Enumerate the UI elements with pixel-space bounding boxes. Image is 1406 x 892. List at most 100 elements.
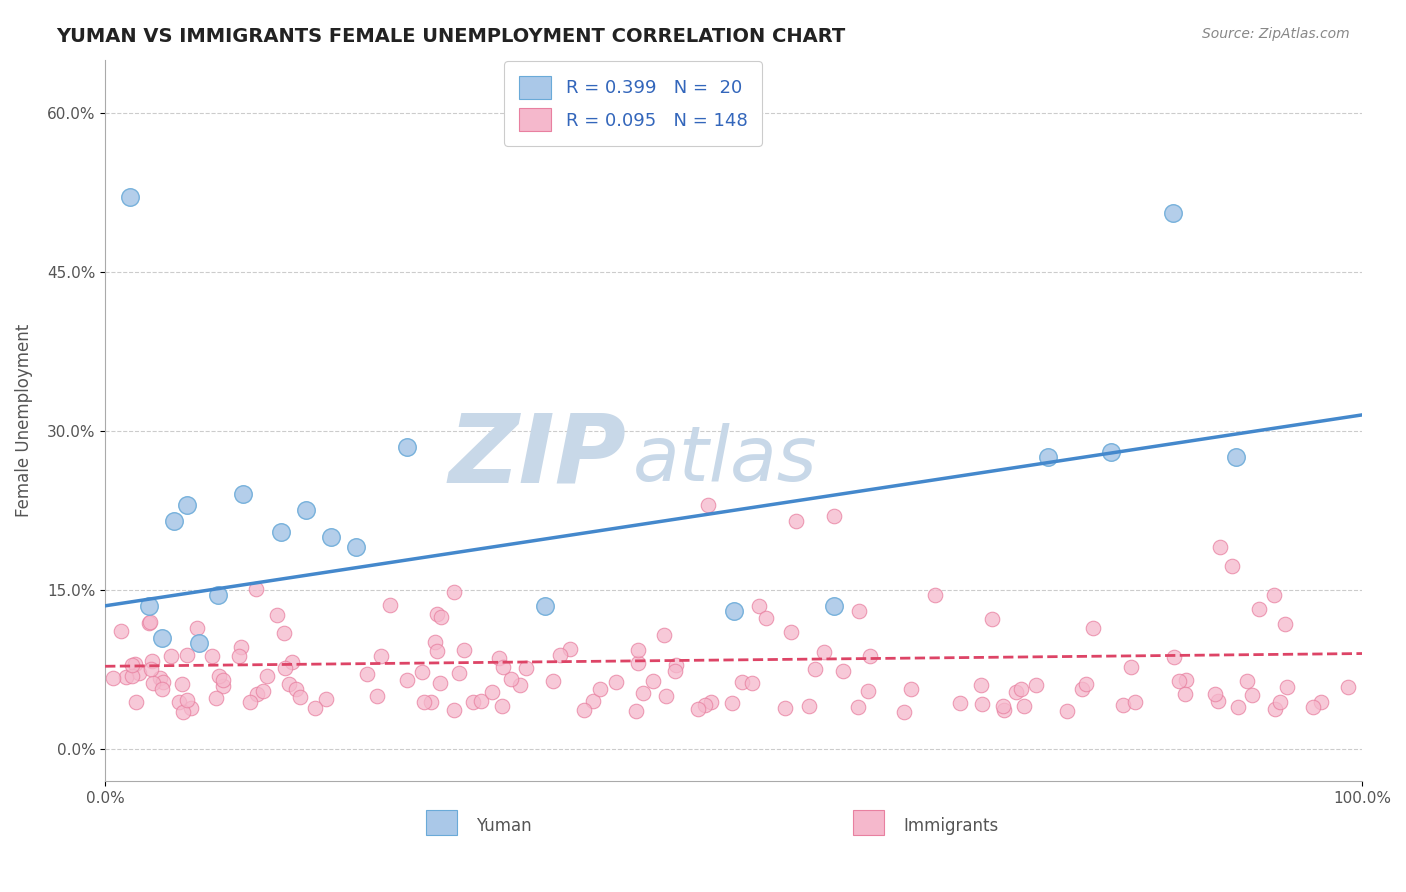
- Point: [980, 612, 1002, 626]
- Point: [1274, 616, 1296, 631]
- Point: [900, 682, 922, 697]
- Point: [138, 615, 160, 630]
- Point: [1175, 673, 1198, 687]
- Point: [605, 674, 627, 689]
- Point: [1163, 649, 1185, 664]
- Point: [167, 695, 190, 709]
- Point: [1204, 687, 1226, 701]
- Point: [149, 671, 172, 685]
- Point: [949, 697, 972, 711]
- Point: [813, 644, 835, 658]
- Point: [856, 683, 879, 698]
- Point: [1264, 702, 1286, 716]
- Point: [114, 670, 136, 684]
- Point: [582, 694, 605, 708]
- Point: [228, 648, 250, 663]
- Point: [515, 661, 537, 675]
- Point: [176, 692, 198, 706]
- Point: [972, 697, 994, 711]
- Point: [256, 669, 278, 683]
- Point: [991, 699, 1014, 714]
- Point: [1076, 677, 1098, 691]
- Point: [152, 674, 174, 689]
- Point: [624, 704, 647, 718]
- Point: [121, 658, 143, 673]
- Point: [204, 691, 226, 706]
- Point: [748, 599, 770, 613]
- Point: [1268, 695, 1291, 709]
- Point: [447, 665, 470, 680]
- FancyBboxPatch shape: [853, 810, 884, 835]
- Point: [1036, 450, 1059, 465]
- Point: [803, 662, 825, 676]
- Point: [823, 599, 845, 613]
- Point: [232, 487, 254, 501]
- Point: [201, 648, 224, 663]
- Point: [396, 673, 419, 687]
- Point: [652, 628, 675, 642]
- Text: Source: ZipAtlas.com: Source: ZipAtlas.com: [1202, 27, 1350, 41]
- Point: [846, 699, 869, 714]
- Point: [231, 640, 253, 655]
- Point: [775, 700, 797, 714]
- Point: [395, 440, 418, 454]
- Point: [859, 649, 882, 664]
- Point: [723, 604, 745, 618]
- Point: [643, 674, 665, 689]
- Point: [924, 588, 946, 602]
- Point: [426, 644, 449, 658]
- Point: [411, 665, 433, 679]
- Point: [697, 498, 720, 512]
- Point: [1247, 601, 1270, 615]
- Point: [1123, 695, 1146, 709]
- Text: atlas: atlas: [633, 423, 817, 497]
- Text: ZIP: ZIP: [449, 409, 627, 503]
- Point: [273, 661, 295, 675]
- Point: [534, 599, 557, 613]
- Point: [631, 686, 654, 700]
- Point: [1005, 685, 1028, 699]
- Point: [121, 669, 143, 683]
- Point: [278, 676, 301, 690]
- Point: [176, 648, 198, 663]
- Point: [970, 678, 993, 692]
- Point: [426, 607, 449, 621]
- Point: [412, 695, 434, 709]
- Point: [295, 503, 318, 517]
- Point: [420, 695, 443, 709]
- Point: [321, 530, 343, 544]
- Point: [159, 648, 181, 663]
- Point: [128, 666, 150, 681]
- Point: [120, 190, 142, 204]
- Point: [1056, 704, 1078, 718]
- Point: [346, 541, 368, 555]
- Point: [315, 692, 337, 706]
- Point: [1209, 541, 1232, 555]
- Point: [285, 681, 308, 696]
- Point: [142, 676, 165, 690]
- Point: [1010, 681, 1032, 696]
- Text: Yuman: Yuman: [475, 816, 531, 835]
- Point: [541, 674, 564, 689]
- Point: [1012, 698, 1035, 713]
- Point: [1226, 699, 1249, 714]
- Point: [356, 666, 378, 681]
- Point: [172, 677, 194, 691]
- Point: [1310, 695, 1333, 709]
- Point: [139, 662, 162, 676]
- Point: [1208, 694, 1230, 708]
- Point: [110, 624, 132, 638]
- Point: [481, 685, 503, 699]
- Point: [785, 514, 807, 528]
- Point: [509, 678, 531, 692]
- Y-axis label: Female Unemployment: Female Unemployment: [15, 324, 32, 516]
- Legend: R = 0.399   N =  20, R = 0.095   N = 148: R = 0.399 N = 20, R = 0.095 N = 148: [505, 62, 762, 145]
- Point: [461, 696, 484, 710]
- Point: [273, 626, 295, 640]
- Point: [488, 650, 510, 665]
- Point: [1112, 698, 1135, 712]
- Point: [548, 648, 571, 662]
- Point: [1240, 689, 1263, 703]
- Point: [239, 695, 262, 709]
- Point: [208, 669, 231, 683]
